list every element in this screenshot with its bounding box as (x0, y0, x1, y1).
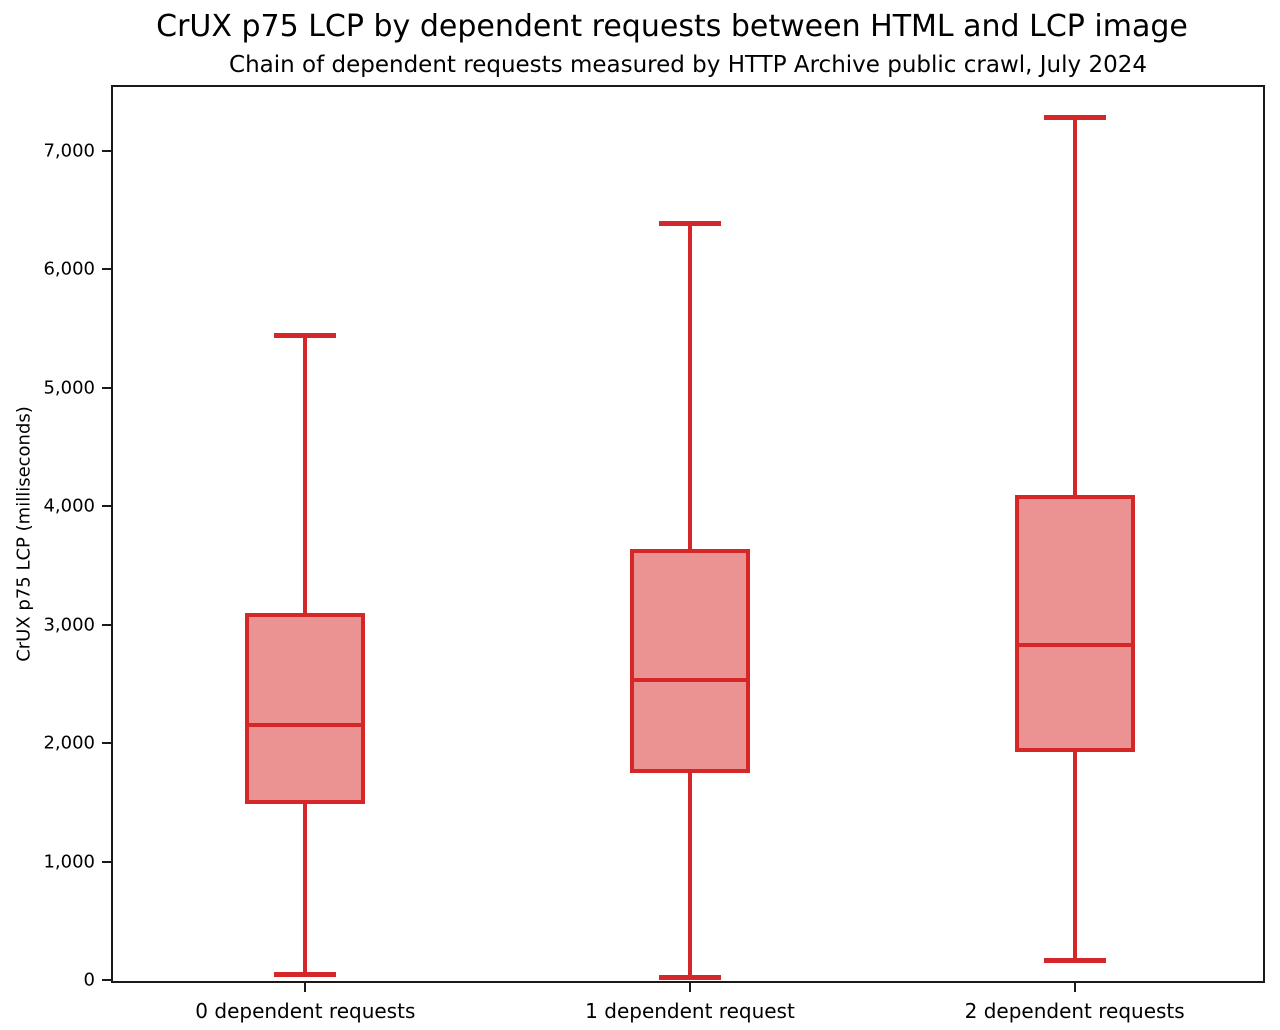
lower-whisker-cap (1043, 957, 1106, 963)
lower-whisker (688, 771, 692, 978)
y-tick-label: 1,000 (43, 851, 95, 873)
lower-whisker-cap (659, 974, 721, 980)
y-tick-label: 0 (83, 969, 95, 991)
lower-whisker-cap (274, 972, 337, 978)
upper-whisker-cap (1043, 115, 1106, 121)
x-tick-mark (1073, 983, 1076, 992)
upper-whisker-cap (274, 332, 337, 338)
y-tick-mark (102, 149, 111, 152)
x-tick-mark (689, 983, 691, 992)
y-tick-label: 4,000 (43, 495, 95, 517)
lower-whisker (303, 801, 308, 975)
x-tick-label: 0 dependent requests (195, 999, 416, 1023)
iqr-box (630, 548, 750, 774)
y-tick-mark (102, 623, 111, 626)
x-tick-label: 1 dependent request (585, 999, 795, 1023)
y-tick-mark (102, 268, 111, 271)
iqr-box (1014, 494, 1135, 752)
chart-subtitle: Chain of dependent requests measured by … (229, 52, 1147, 78)
y-axis-label: CrUX p75 LCP (milliseconds) (13, 406, 35, 662)
y-tick-label: 3,000 (43, 614, 95, 636)
chart-title: CrUX p75 LCP by dependent requests betwe… (156, 9, 1188, 44)
plot-area: 0 1,000 2,000 3,000 4,000 5,000 6,000 7,000 0 de… (43, 85, 1265, 1023)
y-tick-label: 6,000 (43, 258, 95, 280)
y-tick-mark (102, 386, 111, 389)
y-tick-mark (102, 979, 111, 982)
iqr-box (245, 612, 366, 804)
median-line (1018, 642, 1131, 647)
upper-whisker (1072, 117, 1077, 497)
y-tick-mark (102, 505, 111, 508)
median-line (249, 722, 362, 727)
lower-whisker (1072, 749, 1077, 961)
x-tick-mark (304, 983, 307, 992)
y-tick-mark (102, 860, 111, 863)
median-line (634, 677, 746, 682)
upper-whisker (688, 223, 692, 551)
x-tick-label: 2 dependent requests (964, 999, 1185, 1023)
y-tick-label: 5,000 (43, 377, 95, 399)
y-tick-label: 2,000 (43, 732, 95, 754)
y-tick-mark (102, 742, 111, 745)
upper-whisker (303, 335, 308, 615)
y-tick-label: 7,000 (43, 140, 95, 162)
upper-whisker-cap (659, 221, 721, 227)
